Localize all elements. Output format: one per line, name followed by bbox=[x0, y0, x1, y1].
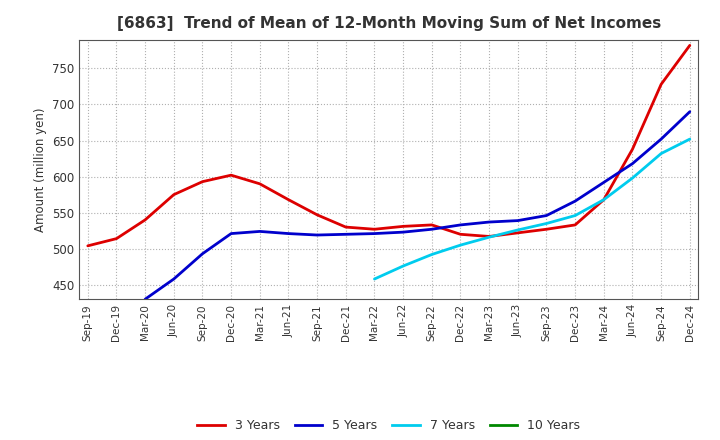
Title: [6863]  Trend of Mean of 12-Month Moving Sum of Net Incomes: [6863] Trend of Mean of 12-Month Moving … bbox=[117, 16, 661, 32]
Line: 5 Years: 5 Years bbox=[145, 112, 690, 299]
Legend: 3 Years, 5 Years, 7 Years, 10 Years: 3 Years, 5 Years, 7 Years, 10 Years bbox=[192, 414, 585, 437]
3 Years bbox=[84, 243, 92, 249]
3 Years bbox=[399, 224, 408, 229]
3 Years bbox=[341, 224, 350, 230]
3 Years bbox=[542, 227, 551, 232]
5 Years bbox=[513, 218, 522, 223]
7 Years bbox=[542, 221, 551, 226]
Line: 3 Years: 3 Years bbox=[88, 45, 690, 246]
7 Years bbox=[456, 242, 465, 248]
5 Years bbox=[198, 251, 207, 257]
3 Years bbox=[169, 192, 178, 197]
Y-axis label: Amount (million yen): Amount (million yen) bbox=[34, 107, 47, 231]
3 Years bbox=[312, 212, 321, 217]
5 Years bbox=[227, 231, 235, 236]
3 Years bbox=[112, 236, 121, 241]
3 Years bbox=[370, 227, 379, 232]
3 Years bbox=[685, 43, 694, 48]
Line: 7 Years: 7 Years bbox=[374, 139, 690, 279]
5 Years bbox=[312, 232, 321, 238]
5 Years bbox=[600, 180, 608, 185]
3 Years bbox=[141, 217, 150, 223]
3 Years bbox=[198, 179, 207, 184]
5 Years bbox=[141, 297, 150, 302]
7 Years bbox=[485, 235, 493, 240]
5 Years bbox=[256, 229, 264, 234]
7 Years bbox=[600, 197, 608, 202]
5 Years bbox=[685, 109, 694, 114]
3 Years bbox=[428, 222, 436, 227]
5 Years bbox=[571, 198, 580, 204]
7 Years bbox=[628, 176, 636, 181]
5 Years bbox=[628, 161, 636, 166]
5 Years bbox=[657, 136, 665, 142]
3 Years bbox=[456, 231, 465, 237]
5 Years bbox=[341, 231, 350, 237]
7 Years bbox=[571, 213, 580, 218]
5 Years bbox=[542, 213, 551, 218]
3 Years bbox=[628, 147, 636, 152]
7 Years bbox=[399, 264, 408, 269]
7 Years bbox=[428, 252, 436, 257]
3 Years bbox=[256, 181, 264, 187]
3 Years bbox=[513, 230, 522, 235]
5 Years bbox=[428, 227, 436, 232]
5 Years bbox=[284, 231, 293, 236]
3 Years bbox=[571, 222, 580, 227]
5 Years bbox=[399, 230, 408, 235]
3 Years bbox=[657, 82, 665, 87]
5 Years bbox=[456, 222, 465, 227]
3 Years bbox=[600, 197, 608, 202]
5 Years bbox=[169, 276, 178, 282]
3 Years bbox=[485, 234, 493, 239]
7 Years bbox=[513, 227, 522, 233]
7 Years bbox=[685, 136, 694, 142]
3 Years bbox=[227, 172, 235, 178]
3 Years bbox=[284, 197, 293, 202]
7 Years bbox=[370, 276, 379, 282]
5 Years bbox=[370, 231, 379, 236]
5 Years bbox=[485, 220, 493, 225]
7 Years bbox=[657, 151, 665, 156]
